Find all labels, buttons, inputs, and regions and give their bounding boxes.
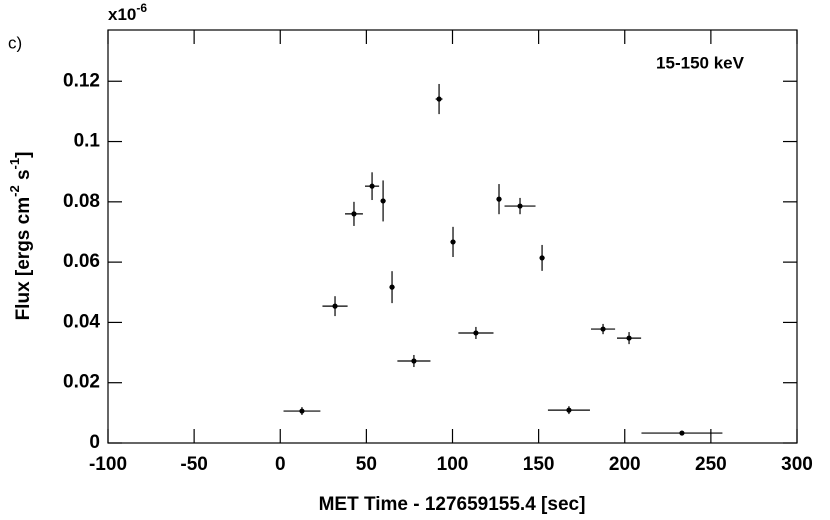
x-tick-label: 150 — [523, 454, 555, 475]
data-point — [436, 96, 442, 102]
y-multiplier: x10-6 — [108, 1, 147, 24]
data-point — [566, 407, 572, 413]
x-tick-label: -100 — [89, 454, 127, 475]
x-tick-label: 250 — [695, 454, 727, 475]
data-point — [496, 196, 502, 202]
data-point — [332, 303, 338, 309]
y-tick-label: 0.04 — [63, 311, 100, 332]
y-label-part: -2 — [7, 185, 22, 197]
x-tick-label: 0 — [275, 454, 286, 475]
data-point — [351, 211, 357, 217]
multiplier-base: x10 — [108, 5, 136, 24]
y-tick-label: 0.02 — [63, 372, 100, 393]
data-point — [411, 358, 417, 364]
data-point — [380, 198, 386, 204]
y-tick-label: 0.12 — [63, 70, 100, 91]
y-label-part: ] — [13, 152, 34, 158]
data-point — [473, 330, 479, 336]
x-tick-label: -50 — [180, 454, 207, 475]
y-axis-label: Flux [ergs cm-2 s-1] — [7, 152, 34, 321]
y-tick-label: 0.1 — [74, 131, 101, 152]
x-tick-label: 200 — [609, 454, 641, 475]
x-tick-label: 300 — [781, 454, 813, 475]
data-point — [389, 284, 395, 290]
data-point — [679, 430, 685, 436]
x-tick-label: 100 — [437, 454, 469, 475]
y-label-part: -1 — [7, 158, 22, 170]
x-axis-label: MET Time - 127659155.4 [sec] — [319, 494, 586, 515]
data-point — [450, 239, 456, 245]
annotation: 15-150 keV — [656, 53, 745, 72]
y-label-part: Flux [ergs cm — [13, 197, 34, 321]
y-tick-label: 0 — [89, 432, 100, 453]
y-tick-label: 0.06 — [63, 251, 100, 272]
data-point — [299, 408, 305, 414]
panel-label: c) — [8, 33, 22, 52]
data-point — [600, 326, 606, 332]
y-label-part: s — [13, 169, 34, 185]
data-point — [626, 335, 632, 341]
data-point — [517, 203, 523, 209]
y-tick-label: 0.08 — [63, 191, 100, 212]
multiplier-exponent: -6 — [136, 1, 147, 15]
data-point — [539, 255, 545, 261]
data-point — [369, 183, 375, 189]
x-tick-label: 50 — [356, 454, 377, 475]
